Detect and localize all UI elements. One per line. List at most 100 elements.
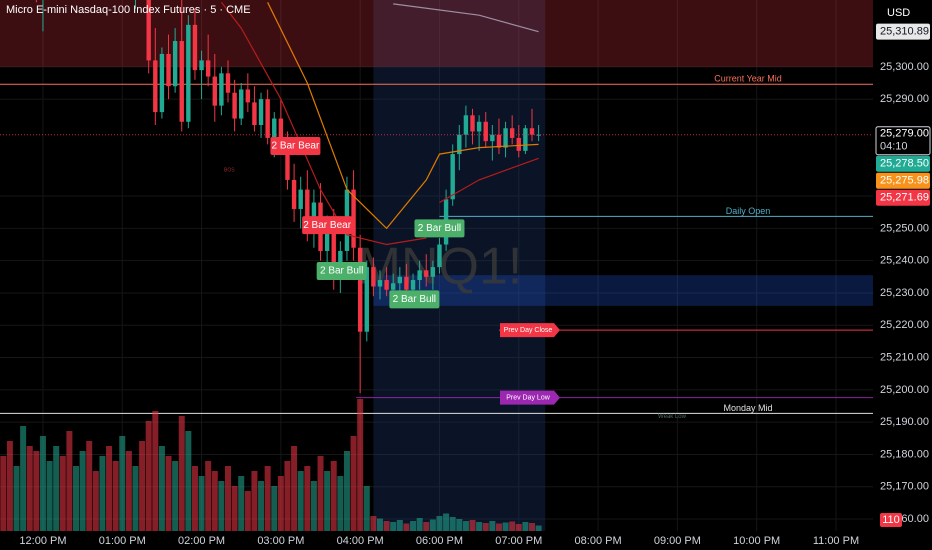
volume-bar	[410, 521, 417, 531]
candle-body	[397, 276, 403, 284]
candle-body	[272, 118, 277, 138]
level-tag-label: Prev Day Low	[506, 394, 551, 401]
indicator-line	[267, 2, 539, 230]
y-tick-label: 25,180.00	[880, 448, 929, 460]
volume-bar	[383, 521, 390, 531]
candle-body	[424, 270, 429, 277]
volume-bar	[297, 471, 304, 531]
candle-body	[476, 121, 482, 132]
volume-bar	[310, 481, 317, 531]
candle-body	[523, 128, 528, 151]
volume-bar	[390, 522, 397, 531]
volume-bar	[106, 446, 113, 531]
volume-bar	[20, 426, 27, 531]
candle-body	[298, 189, 303, 209]
volume-bar	[436, 516, 443, 531]
volume-bar	[244, 491, 251, 531]
volume-bar	[112, 461, 119, 531]
candle-body	[463, 115, 469, 135]
countdown: 04:10	[880, 141, 908, 153]
volume-bar	[0, 456, 7, 531]
volume-bar	[291, 446, 298, 531]
volume-bar	[251, 471, 258, 531]
x-tick-label: 11:00 PM	[813, 535, 859, 547]
candle-body	[483, 121, 488, 142]
candle-body	[384, 280, 389, 290]
volume-bar	[264, 466, 271, 531]
volume-bar	[429, 519, 436, 531]
price-tag-label: 25,310.89	[880, 26, 929, 38]
signal-tag	[316, 261, 367, 280]
volume-bar	[33, 451, 40, 531]
volume-bar	[145, 421, 152, 531]
signal-label: 2 Bar Bear	[303, 220, 351, 231]
signal-tag	[270, 136, 321, 155]
price-tag-label: 25,278.50	[880, 158, 929, 170]
volume-bar	[469, 520, 476, 531]
volume-bar	[139, 441, 146, 531]
signal-tag	[414, 219, 465, 238]
zone	[0, 0, 873, 67]
candle-body	[516, 137, 521, 151]
volume-bar	[59, 456, 66, 531]
candle-body	[245, 89, 251, 103]
volume-bar	[343, 451, 350, 531]
candle-body	[225, 73, 231, 93]
candle-body	[212, 76, 217, 106]
candle-body	[331, 228, 336, 281]
session-shade	[373, 0, 546, 531]
volume-bar	[416, 518, 423, 531]
volume-bar	[211, 471, 218, 531]
level-tag-label: Prev Day Close	[504, 327, 553, 334]
volume-bar	[277, 476, 284, 531]
price-tag	[876, 155, 930, 172]
x-tick-label: 03:00 PM	[257, 535, 304, 547]
volume-bar	[509, 521, 516, 531]
candle-body	[430, 267, 436, 277]
candle-body	[232, 92, 237, 119]
volume-bar	[205, 461, 212, 531]
volume-bar	[99, 456, 106, 531]
candle-body	[496, 134, 502, 148]
price-tag	[876, 172, 930, 189]
volume-bar	[13, 466, 20, 531]
candle-body	[457, 134, 462, 155]
axes: 25,300.0025,290.0025,260.0025,250.0025,2…	[19, 23, 931, 547]
volume-bar	[238, 476, 245, 531]
volume-bar	[462, 521, 469, 531]
candle-body	[509, 128, 515, 138]
candle-body	[437, 244, 442, 268]
candle-body	[490, 134, 495, 142]
currency[interactable]: USD	[887, 7, 910, 19]
candle-body	[239, 89, 244, 119]
level-tag	[500, 323, 560, 338]
indicator-line	[439, 157, 539, 204]
volume-bar	[304, 466, 311, 531]
y-tick-label: 25,300.00	[880, 61, 929, 73]
volume-bar	[66, 431, 73, 531]
x-tick-label: 01:00 PM	[99, 535, 146, 547]
volume-bar	[224, 466, 231, 531]
signal-label: 2 Bar Bull	[393, 294, 436, 305]
price-tag-label: 25,275.98	[880, 175, 929, 187]
y-tick-label: 25,190.00	[880, 416, 929, 428]
signal-label: 2 Bar Bull	[320, 266, 363, 277]
x-tick-label: 10:00 PM	[733, 535, 780, 547]
candle-body	[192, 24, 198, 71]
volume-bar	[330, 461, 337, 531]
candle-body	[219, 73, 224, 106]
volume-bar	[376, 518, 383, 531]
y-tick-label: 25,230.00	[880, 287, 929, 299]
y-tick-label: 25,250.00	[880, 222, 929, 234]
volume-bar	[231, 486, 238, 531]
signal-label: 2 Bar Bear	[271, 141, 319, 152]
volume-bar	[271, 486, 278, 531]
x-tick-label: 07:00 PM	[495, 535, 542, 547]
volume-bar	[284, 461, 291, 531]
candle-body	[371, 267, 376, 287]
candle-body	[404, 276, 409, 290]
volume-bar	[476, 522, 483, 531]
y-tick-label: 25,220.00	[880, 319, 929, 331]
x-tick-label: 02:00 PM	[178, 535, 225, 547]
volume-bar	[502, 522, 509, 531]
